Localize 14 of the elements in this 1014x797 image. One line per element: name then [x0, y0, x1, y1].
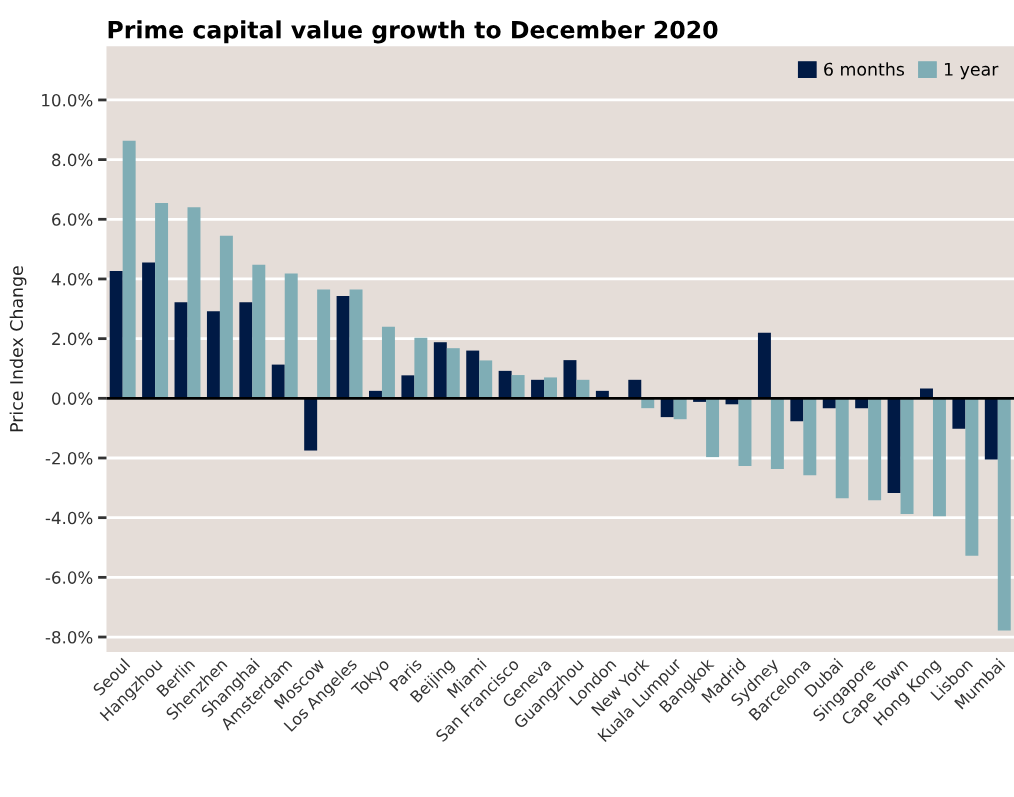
- y-tick-label: 2.0%: [52, 332, 93, 346]
- y-tick-label: 4.0%: [51, 272, 93, 286]
- y-tick-label: 6.0%: [52, 213, 93, 226]
- legend-label: 6 months: [824, 62, 905, 76]
- y-tick-label: 10.0%: [42, 93, 93, 107]
- y-tick-label: -8.0%: [45, 630, 93, 644]
- y-tick-label: 8.0%: [52, 153, 93, 167]
- chart-title: Prime capital value growth to December 2020: [108, 20, 718, 44]
- y-axis-title: Price Index Change: [9, 266, 27, 432]
- legend-label: 1 year: [944, 62, 999, 80]
- y-tick-label: -4.0%: [45, 511, 93, 525]
- y-tick-label: -2.0%: [45, 451, 93, 465]
- y-tick-label: 0.0%: [52, 392, 93, 405]
- y-tick-label: -6.0%: [45, 571, 93, 584]
